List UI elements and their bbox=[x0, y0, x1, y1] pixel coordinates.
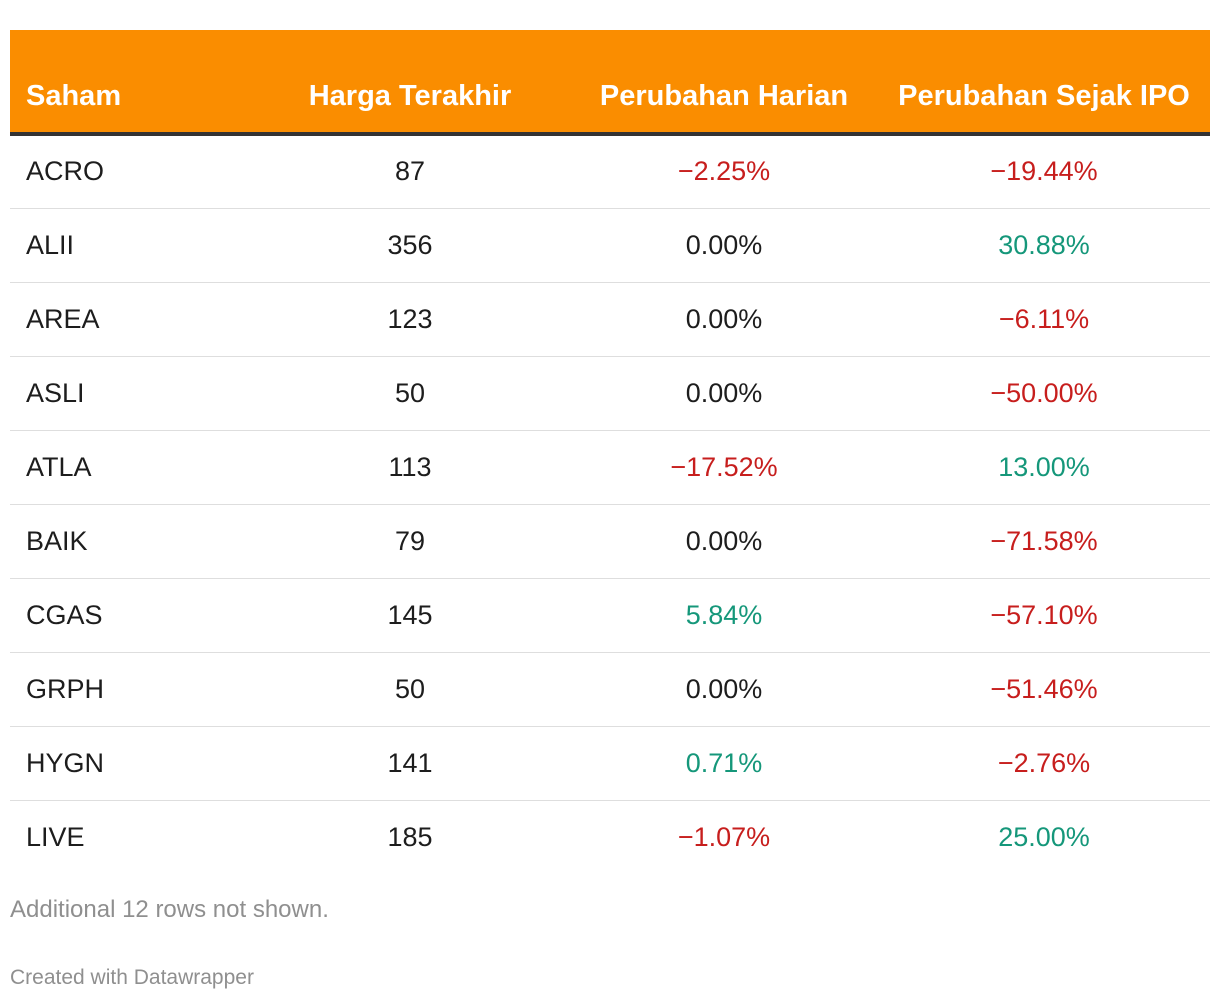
table-row: ACRO 87 −2.25% −19.44% bbox=[10, 134, 1210, 208]
table-row: ATLA 113 −17.52% 13.00% bbox=[10, 430, 1210, 504]
cell-saham: ALII bbox=[26, 229, 75, 260]
cell-harga-terakhir: 50 bbox=[394, 673, 426, 704]
header-row: Saham Harga Terakhir Perubahan Harian Pe… bbox=[10, 30, 1210, 136]
cell-saham: ACRO bbox=[26, 156, 105, 187]
table-container: Saham Harga Terakhir Perubahan Harian Pe… bbox=[10, 30, 1210, 874]
cell-saham: BAIK bbox=[26, 525, 88, 556]
table-body: ACRO 87 −2.25% −19.44% ALII 356 0.00% 30.88% ARE… bbox=[10, 134, 1210, 874]
cell-perubahan-harian: 0.00% bbox=[685, 525, 763, 556]
table-row: AREA 123 0.00% −6.11% bbox=[10, 282, 1210, 356]
cell-saham: ATLA bbox=[26, 451, 92, 482]
column-header-perubahan-harian[interactable]: Perubahan Harian bbox=[570, 30, 878, 136]
cell-perubahan-harian: 5.84% bbox=[685, 599, 763, 630]
cell-saham: ASLI bbox=[26, 377, 85, 408]
cell-perubahan-harian: −17.52% bbox=[670, 451, 778, 482]
cell-saham: AREA bbox=[26, 303, 100, 334]
cell-saham: CGAS bbox=[26, 599, 103, 630]
cell-saham: LIVE bbox=[26, 821, 85, 852]
table-row: CGAS 145 5.84% −57.10% bbox=[10, 578, 1210, 652]
cell-perubahan-sejak-ipo: −6.11% bbox=[998, 303, 1090, 334]
cell-perubahan-sejak-ipo: −19.44% bbox=[990, 156, 1098, 187]
cell-harga-terakhir: 185 bbox=[387, 821, 433, 852]
cell-perubahan-sejak-ipo: −71.58% bbox=[990, 525, 1098, 556]
cell-harga-terakhir: 145 bbox=[387, 599, 433, 630]
credit-line: Created with Datawrapper bbox=[10, 966, 254, 989]
cell-harga-terakhir: 113 bbox=[388, 451, 432, 482]
cell-harga-terakhir: 356 bbox=[387, 229, 433, 260]
cell-saham: HYGN bbox=[26, 747, 105, 778]
cell-perubahan-harian: −1.07% bbox=[677, 821, 771, 852]
footnote-rows-hidden: Additional 12 rows not shown. bbox=[10, 896, 329, 923]
column-header-saham[interactable]: Saham bbox=[10, 30, 250, 136]
cell-saham: GRPH bbox=[26, 673, 105, 704]
table-row: GRPH 50 0.00% −51.46% bbox=[10, 652, 1210, 726]
cell-perubahan-harian: 0.00% bbox=[685, 303, 763, 334]
cell-perubahan-harian: 0.00% bbox=[685, 229, 763, 260]
table-row: HYGN 141 0.71% −2.76% bbox=[10, 726, 1210, 800]
cell-perubahan-harian: −2.25% bbox=[677, 156, 771, 187]
cell-perubahan-sejak-ipo: −50.00% bbox=[990, 377, 1098, 408]
cell-perubahan-sejak-ipo: 25.00% bbox=[998, 821, 1090, 852]
table-row: LIVE 185 −1.07% 25.00% bbox=[10, 800, 1210, 874]
column-header-perubahan-sejak-ipo[interactable]: Perubahan Sejak IPO bbox=[878, 30, 1210, 136]
table-row: ALII 356 0.00% 30.88% bbox=[10, 208, 1210, 282]
cell-harga-terakhir: 123 bbox=[387, 303, 433, 334]
column-header-harga-terakhir[interactable]: Harga Terakhir bbox=[250, 30, 570, 136]
cell-harga-terakhir: 141 bbox=[387, 747, 433, 778]
cell-perubahan-sejak-ipo: −57.10% bbox=[990, 599, 1098, 630]
cell-perubahan-harian: 0.71% bbox=[685, 747, 763, 778]
table-row: ASLI 50 0.00% −50.00% bbox=[10, 356, 1210, 430]
cell-harga-terakhir: 50 bbox=[394, 377, 426, 408]
table-row: BAIK 79 0.00% −71.58% bbox=[10, 504, 1210, 578]
cell-perubahan-sejak-ipo: −2.76% bbox=[997, 747, 1091, 778]
cell-perubahan-harian: 0.00% bbox=[685, 377, 763, 408]
cell-perubahan-sejak-ipo: −51.46% bbox=[990, 673, 1098, 704]
cell-perubahan-harian: 0.00% bbox=[685, 673, 763, 704]
stock-table: Saham Harga Terakhir Perubahan Harian Pe… bbox=[10, 30, 1210, 874]
cell-harga-terakhir: 87 bbox=[394, 156, 426, 187]
cell-perubahan-sejak-ipo: 13.00% bbox=[998, 451, 1090, 482]
cell-harga-terakhir: 79 bbox=[394, 525, 426, 556]
cell-perubahan-sejak-ipo: 30.88% bbox=[998, 229, 1090, 260]
